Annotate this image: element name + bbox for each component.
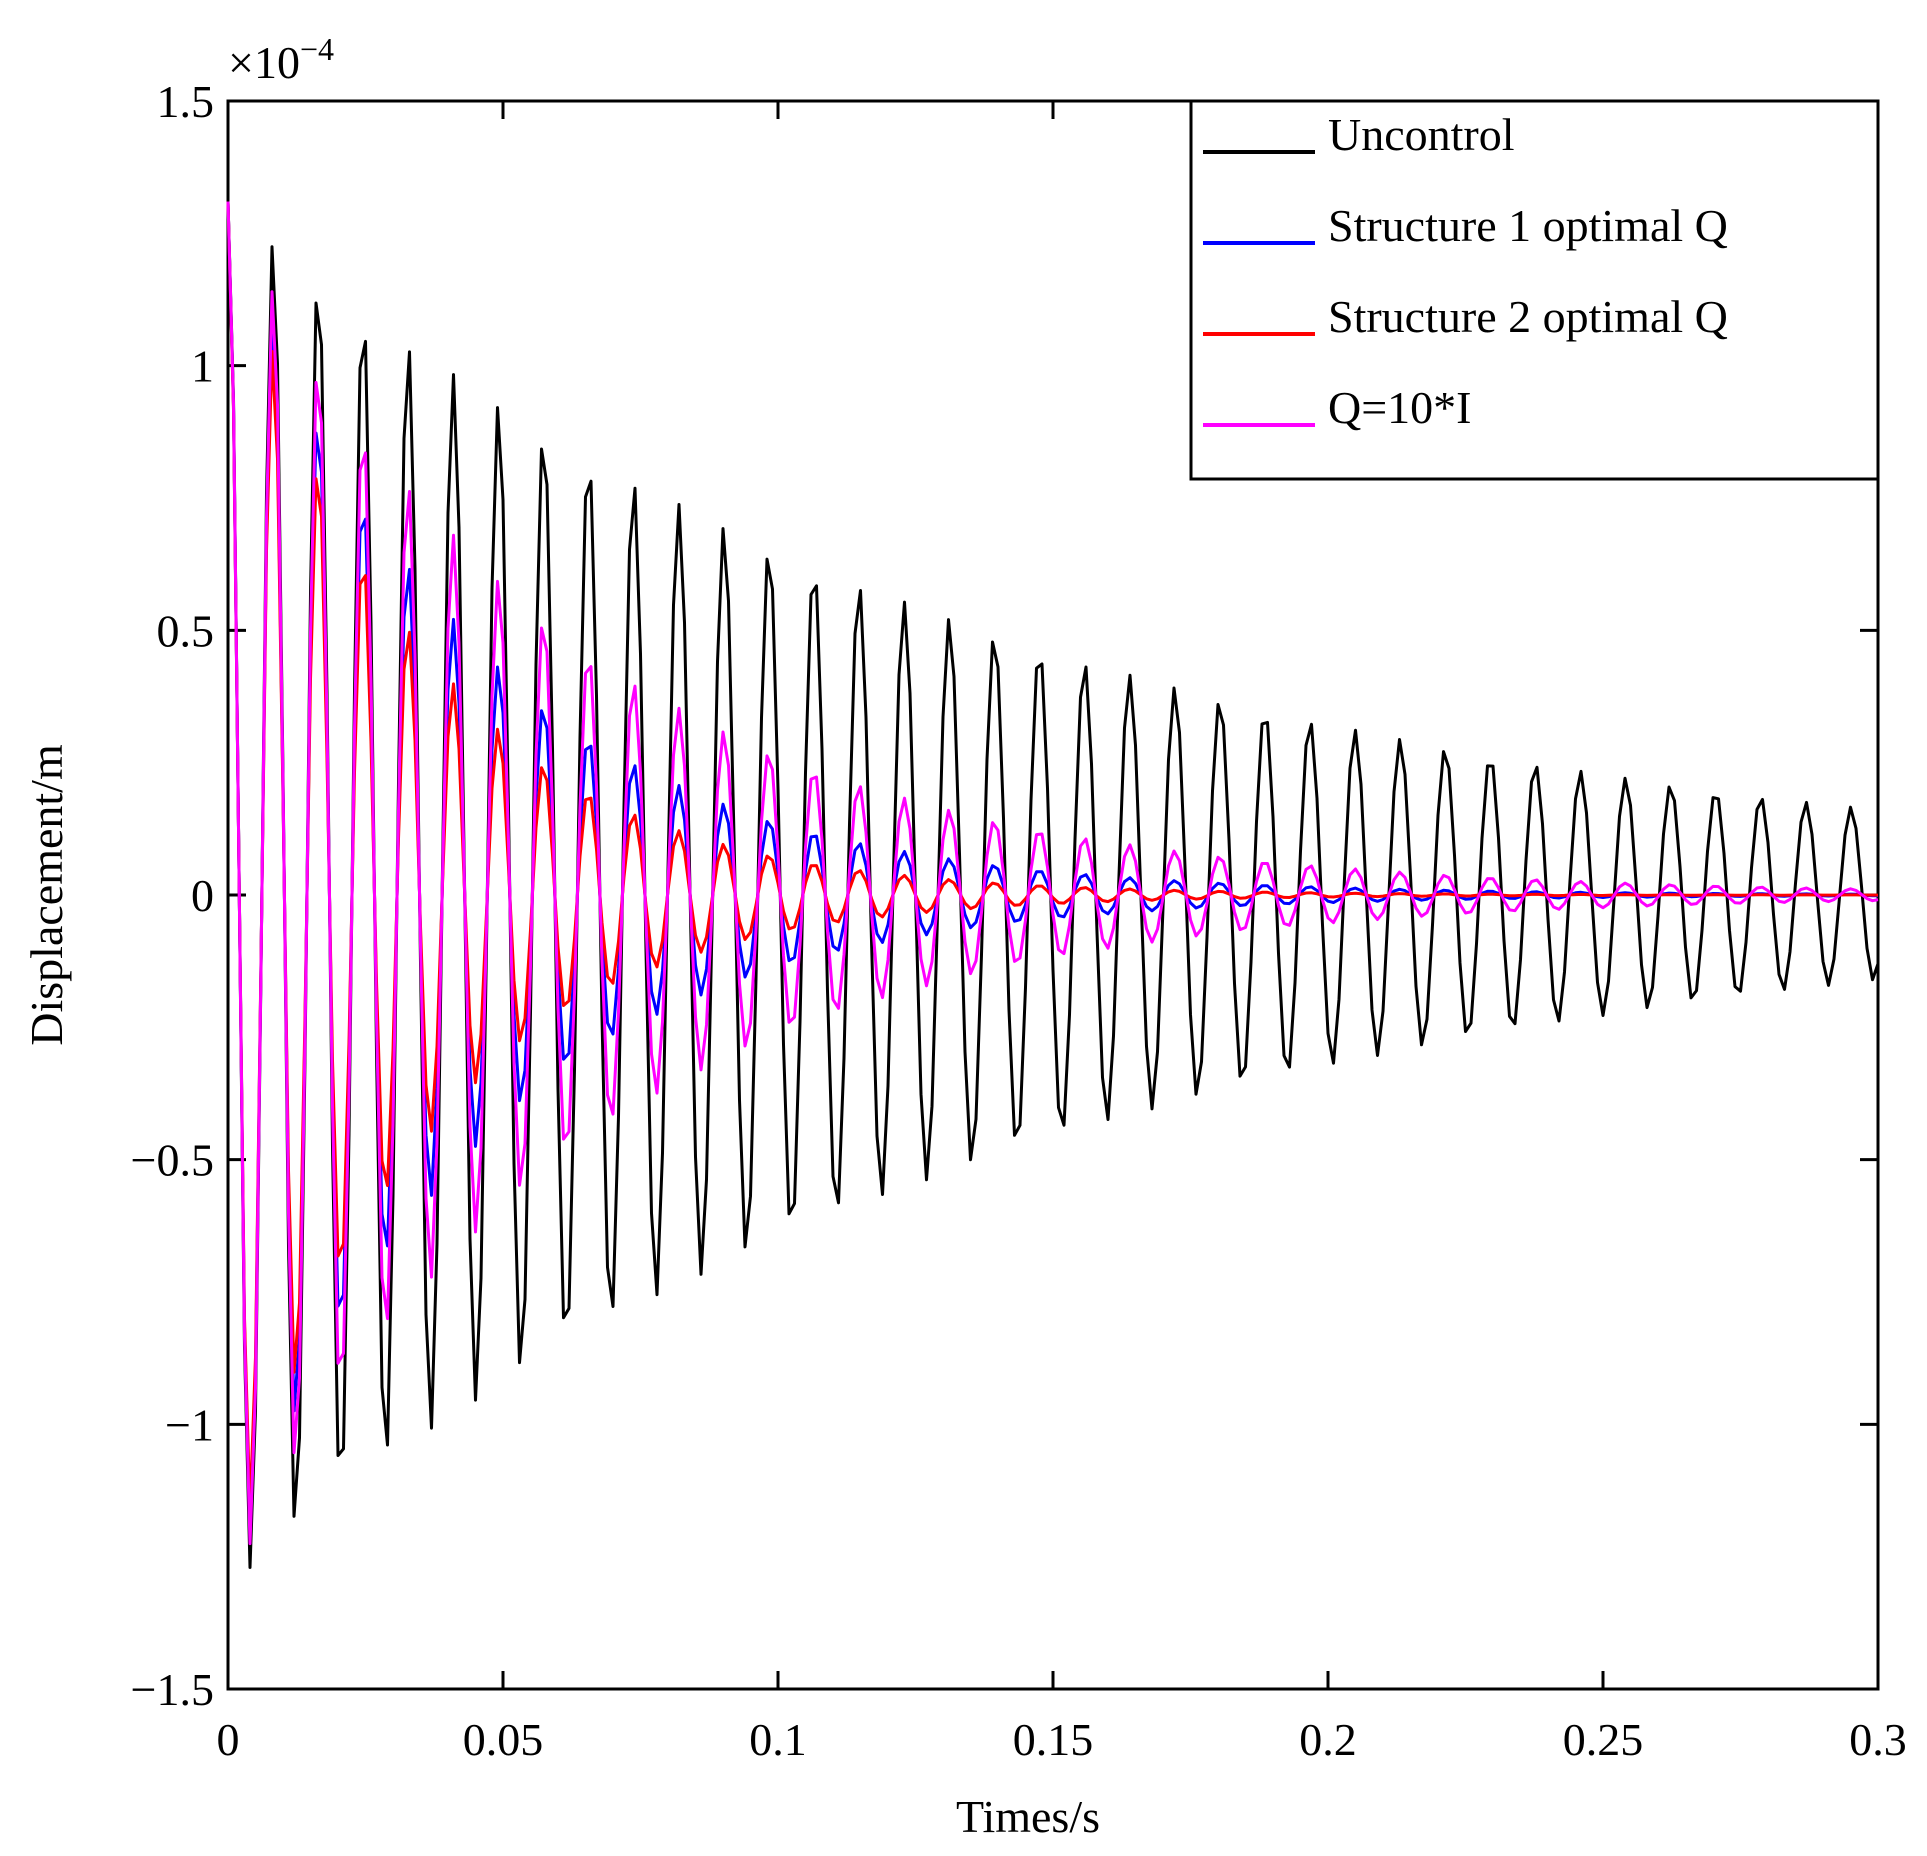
series-line	[226, 201, 1879, 1546]
y-tick-label: 0.5	[157, 605, 215, 656]
y-tick-label: −1.5	[131, 1664, 214, 1715]
x-axis-title: Times/s	[956, 1791, 1100, 1842]
series-layer	[226, 201, 1880, 1569]
x-tick-label: 0.3	[1849, 1714, 1907, 1765]
series-line	[226, 201, 1878, 1513]
y-tick-label: 1	[191, 341, 214, 392]
y-tick-label: 0	[191, 870, 214, 921]
x-tick-label: 0.15	[1013, 1714, 1094, 1765]
y-axis-title: Displacement/m	[21, 744, 72, 1046]
legend-label: Uncontrol	[1328, 109, 1515, 160]
x-tick-label: 0	[217, 1714, 240, 1765]
y-scale-factor: ×10−4	[228, 31, 334, 88]
y-tick-label: −0.5	[131, 1135, 214, 1186]
legend-box	[1189, 99, 1880, 481]
x-tick-label: 0.25	[1563, 1714, 1644, 1765]
y-tick-label: −1	[165, 1399, 214, 1450]
y-scale-base: ×10	[228, 37, 300, 88]
series-line	[226, 201, 1880, 1569]
x-tick-label: 0.1	[749, 1714, 807, 1765]
axis-ticks: 0 0.05 0.1 0.15 0.2 0.25 0.3 −1.5 −1 −0.5 0 0.5 1 1.5	[131, 76, 1907, 1765]
legend: Uncontrol Structure 1 optimal Q Structure …	[1189, 99, 1880, 481]
x-tick-label: 0.2	[1299, 1714, 1357, 1765]
x-tick-label: 0.05	[463, 1714, 544, 1765]
y-scale-exponent: −4	[300, 31, 334, 67]
legend-label: Structure 1 optimal Q	[1328, 200, 1728, 251]
legend-label: Q=10*I	[1328, 382, 1471, 433]
legend-label: Structure 2 optimal Q	[1328, 291, 1728, 342]
y-tick-label: 1.5	[157, 76, 215, 127]
